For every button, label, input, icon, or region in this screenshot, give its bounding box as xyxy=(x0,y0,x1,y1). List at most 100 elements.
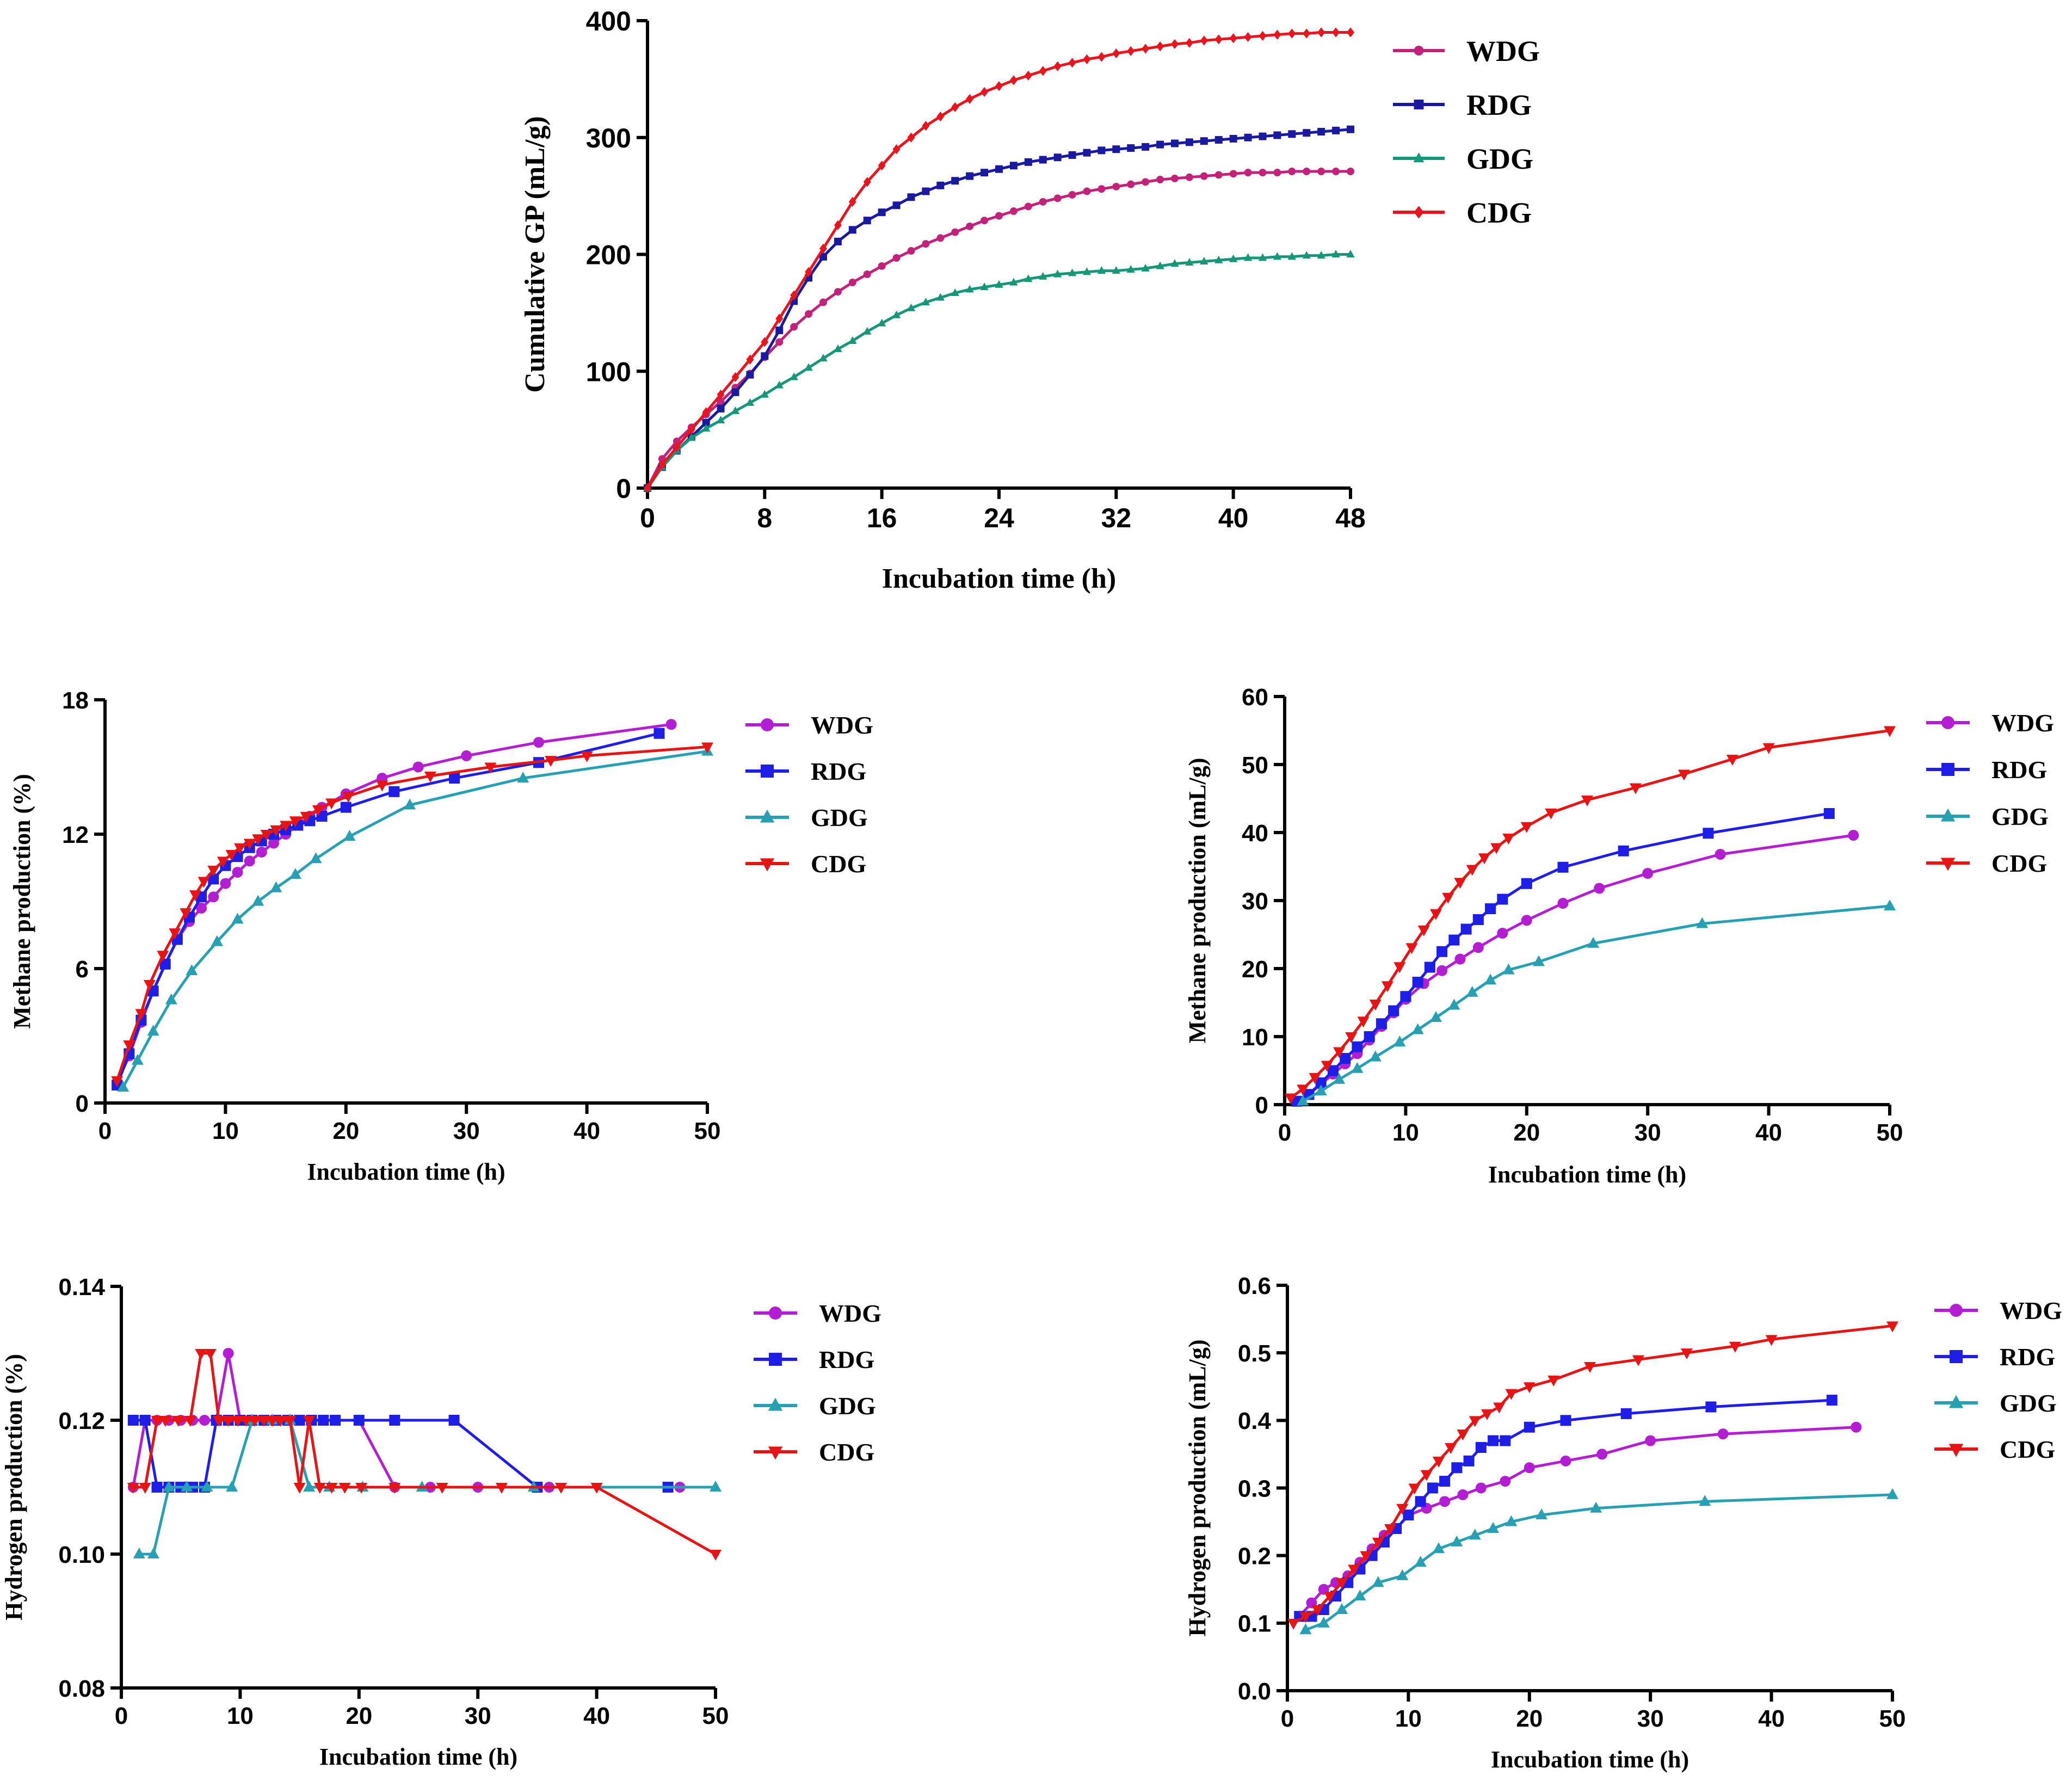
data-point-GDG xyxy=(1533,955,1545,966)
y-tick-label: 0.08 xyxy=(58,1675,105,1702)
data-point-CDG xyxy=(313,1483,326,1494)
legend-marker-CDG xyxy=(1414,206,1424,219)
y-axis-title: Methane production (mL/g) xyxy=(1184,758,1211,1044)
legend-label-RDG: RDG xyxy=(1466,89,1532,121)
data-point-CDG xyxy=(135,1009,147,1020)
data-point-RDG xyxy=(834,237,842,245)
data-point-GDG xyxy=(231,913,244,924)
legend-marker-CDG xyxy=(1948,1444,1964,1457)
data-point-RDG xyxy=(746,371,754,379)
data-point-GDG xyxy=(343,830,356,841)
data-point-WDG xyxy=(892,254,901,262)
legend-label-GDG: GDG xyxy=(819,1392,876,1420)
data-point-RDG xyxy=(1327,1065,1339,1076)
data-point-GDG xyxy=(1112,266,1121,274)
data-point-GDG xyxy=(980,282,989,291)
x-tick-label: 10 xyxy=(1395,1705,1422,1732)
data-point-CDG xyxy=(1317,27,1325,38)
legend: WDG RDG GDG CDG xyxy=(754,1299,881,1466)
data-point-WDG xyxy=(1200,172,1208,180)
legend-marker-WDG xyxy=(1941,716,1954,729)
data-point-CDG xyxy=(1127,46,1135,56)
data-point-RDG xyxy=(1560,1415,1571,1426)
data-point-GDG xyxy=(1886,1488,1898,1499)
data-point-CDG xyxy=(1273,29,1281,40)
data-point-WDG xyxy=(878,262,886,270)
data-point-CDG xyxy=(1469,1416,1481,1427)
data-point-WDG xyxy=(775,338,784,346)
data-point-CDG xyxy=(1311,1605,1324,1616)
data-point-RDG xyxy=(731,388,739,396)
data-point-RDG xyxy=(340,802,351,813)
data-point-RDG xyxy=(1244,133,1252,141)
y-axis-title: Cumulative GP (mL/g) xyxy=(520,116,551,392)
data-point-CDG xyxy=(1024,70,1032,81)
data-point-GDG xyxy=(1053,269,1062,278)
x-tick-label: 20 xyxy=(1513,1119,1540,1146)
data-point-RDG xyxy=(1200,137,1208,145)
legend: WDG RDG GDG CDG xyxy=(1926,709,2054,877)
legend-marker-GDG xyxy=(768,1397,783,1411)
data-point-RDG xyxy=(1488,1435,1499,1446)
legend-marker-WDG xyxy=(761,718,774,731)
data-point-RDG xyxy=(1347,125,1354,133)
series-line-GDG xyxy=(1302,904,1890,1102)
data-point-GDG xyxy=(517,772,529,783)
data-point-RDG xyxy=(388,786,400,797)
data-point-CDG xyxy=(198,877,210,888)
series-line-RDG xyxy=(133,1419,668,1489)
data-point-WDG xyxy=(951,228,959,236)
data-point-WDG xyxy=(1524,1462,1535,1474)
x-tick-label: 30 xyxy=(1637,1705,1664,1732)
data-point-GDG xyxy=(1258,253,1267,261)
data-point-WDG xyxy=(268,837,279,849)
y-tick-label: 100 xyxy=(586,356,631,387)
y-tick-label: 0.6 xyxy=(1238,1273,1271,1299)
data-point-RDG xyxy=(702,418,710,427)
series-line-GDG xyxy=(122,750,708,1088)
data-point-CDG xyxy=(1417,925,1430,936)
data-point-CDG xyxy=(1200,35,1208,46)
legend: WDG RDG GDG CDG xyxy=(745,711,873,878)
x-axis-title: Incubation time (h) xyxy=(1488,1161,1686,1188)
legend-marker-GDG xyxy=(1948,1395,1964,1408)
data-point-RDG xyxy=(717,404,725,412)
data-point-CDG xyxy=(289,816,301,828)
data-point-CDG xyxy=(1457,1429,1469,1441)
y-tick-label: 0 xyxy=(76,1090,89,1117)
data-point-CDG xyxy=(581,751,593,762)
data-point-CDG xyxy=(151,1416,163,1427)
data-point-CDG xyxy=(1336,1578,1348,1589)
data-point-CDG xyxy=(1287,1618,1300,1630)
data-point-WDG xyxy=(1500,1476,1511,1487)
data-point-RDG xyxy=(775,326,784,335)
data-point-WDG xyxy=(1454,953,1466,965)
data-point-RDG xyxy=(1332,126,1340,134)
x-tick-label: 50 xyxy=(702,1703,729,1729)
data-point-RDG xyxy=(951,177,959,185)
data-point-GDG xyxy=(701,424,711,432)
data-point-WDG xyxy=(665,719,677,730)
series-CDG xyxy=(111,742,713,1087)
data-point-CDG xyxy=(143,979,156,991)
data-point-CDG xyxy=(1762,743,1775,754)
data-point-GDG xyxy=(147,1025,159,1036)
data-point-WDG xyxy=(995,212,1003,220)
data-point-RDG xyxy=(208,873,219,885)
data-point-CDG xyxy=(731,372,739,383)
data-point-GDG xyxy=(1156,261,1164,269)
y-axis-title: Hydrogen production (%) xyxy=(1,1354,27,1620)
data-point-CDG xyxy=(1185,38,1193,48)
data-point-CDG xyxy=(1285,1093,1297,1105)
x-tick-label: 0 xyxy=(98,1118,112,1144)
data-point-CDG xyxy=(243,839,256,850)
data-point-GDG xyxy=(1331,250,1340,258)
data-point-CDG xyxy=(1547,1375,1560,1387)
data-point-CDG xyxy=(555,1483,568,1494)
data-point-CDG xyxy=(1396,1503,1409,1515)
data-point-WDG xyxy=(199,1415,210,1426)
data-point-CDG xyxy=(300,812,312,823)
data-point-WDG xyxy=(1347,168,1354,176)
data-point-WDG xyxy=(819,298,827,306)
data-point-CDG xyxy=(180,908,192,920)
